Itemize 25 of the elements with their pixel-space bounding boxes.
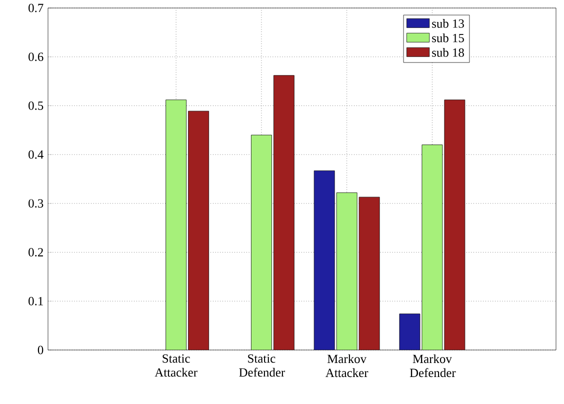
y-tick-label: 0.5 (28, 101, 44, 110)
x-tick-label: Static Attacker (154, 354, 198, 377)
bar (399, 314, 420, 350)
bar (444, 100, 466, 350)
bar (273, 75, 294, 350)
y-tick-label: 0.2 (28, 248, 43, 257)
bar (314, 170, 335, 350)
bar (251, 134, 272, 350)
y-tick-label: 0.3 (28, 199, 44, 208)
bar (166, 100, 187, 350)
bar (422, 144, 443, 350)
y-tick-label: 0.7 (28, 4, 44, 12)
y-tick-label: 0.1 (28, 296, 43, 306)
y-tick-label: 0 (38, 346, 44, 354)
bar (336, 192, 358, 350)
x-tick-label: Markov Defender (410, 354, 456, 378)
bar (358, 196, 380, 350)
legend-label: sub 15 (432, 34, 464, 42)
legend-label: sub 18 (432, 48, 464, 57)
y-tick-label: 0.4 (28, 150, 44, 159)
x-tick-label: Static Defender (239, 354, 285, 377)
y-tick-label: 0.6 (28, 52, 44, 62)
x-tick-label: Markov Attacker (326, 354, 368, 378)
bar (188, 110, 209, 350)
legend-label: sub 13 (432, 19, 464, 28)
